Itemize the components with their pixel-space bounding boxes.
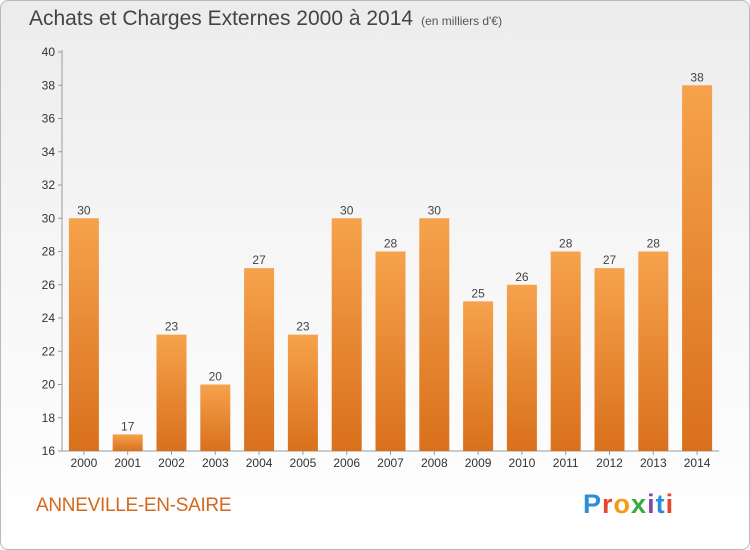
- y-tick-label: 24: [42, 311, 56, 325]
- logo-letter: i: [665, 489, 675, 519]
- x-tick-label: 2004: [246, 456, 273, 470]
- x-tick-label: 2009: [465, 456, 492, 470]
- logo-letter: o: [613, 489, 632, 519]
- data-label: 27: [603, 253, 617, 267]
- x-tick-label: 2001: [114, 456, 141, 470]
- y-tick-label: 36: [42, 112, 56, 126]
- bar: [682, 85, 713, 451]
- bar: [331, 218, 362, 451]
- y-tick-label: 20: [42, 378, 56, 392]
- y-tick-label: 22: [42, 344, 56, 358]
- x-tick-label: 2013: [640, 456, 667, 470]
- logo-letter: i: [647, 489, 656, 519]
- bars-group: 30 17 23 20 27 23 30 28 30 25 26 28 27 28 38: [68, 70, 713, 451]
- y-tick-label: 32: [42, 178, 56, 192]
- x-tick-label: 2014: [684, 456, 711, 470]
- bar: [156, 334, 187, 451]
- y-tick-label: 26: [42, 278, 56, 292]
- data-label: 30: [77, 203, 91, 217]
- data-label: 30: [340, 203, 354, 217]
- chart-subtitle: (en milliers d'€): [421, 14, 503, 28]
- data-label: 28: [647, 237, 661, 251]
- x-tick-label: 2003: [202, 456, 229, 470]
- data-label: 28: [559, 237, 573, 251]
- data-label: 28: [384, 237, 398, 251]
- chart-title-text: Achats et Charges Externes 2000 à 2014: [29, 7, 414, 30]
- x-tick-label: 2010: [509, 456, 536, 470]
- data-label: 17: [121, 419, 135, 433]
- bar: [638, 251, 669, 451]
- bar: [463, 301, 494, 451]
- bar: [375, 251, 406, 451]
- bar: [112, 434, 143, 451]
- chart-title: Achats et Charges Externes 2000 à 2014 (e…: [29, 7, 502, 31]
- bar: [419, 218, 450, 451]
- x-tick-label: 2012: [596, 456, 623, 470]
- data-label: 23: [165, 320, 179, 334]
- data-label: 25: [471, 286, 485, 300]
- data-label: 27: [252, 253, 266, 267]
- bar: [594, 268, 625, 451]
- bar: [287, 334, 318, 451]
- y-tick-label: 16: [42, 444, 56, 458]
- logo-letter: x: [631, 489, 648, 519]
- data-label: 38: [690, 70, 704, 84]
- bar: [550, 251, 581, 451]
- y-tick-label: 30: [42, 211, 56, 225]
- y-tick-label: 18: [42, 411, 56, 425]
- data-label: 30: [428, 203, 442, 217]
- commune-name: ANNEVILLE-EN-SAIRE: [36, 495, 232, 516]
- bar: [68, 218, 99, 451]
- y-tick-label: 34: [42, 145, 56, 159]
- y-tick-label: 40: [42, 45, 56, 59]
- data-label: 23: [296, 320, 310, 334]
- x-tick-label: 2000: [71, 456, 98, 470]
- logo-letter: r: [602, 489, 614, 519]
- bar: [244, 268, 275, 451]
- bar: [200, 384, 231, 451]
- logo-letter: P: [583, 489, 603, 519]
- x-tick-label: 2008: [421, 456, 448, 470]
- bar: [506, 284, 537, 451]
- x-tick-label: 2007: [377, 456, 404, 470]
- x-tick-label: 2002: [158, 456, 185, 470]
- logo-letter: t: [655, 489, 666, 519]
- y-tick-label: 38: [42, 78, 56, 92]
- proxiti-logo[interactable]: Proxiti: [583, 489, 674, 520]
- x-tick-label: 2005: [290, 456, 317, 470]
- data-label: 20: [209, 370, 223, 384]
- x-tick-label: 2006: [333, 456, 360, 470]
- data-label: 26: [515, 270, 529, 284]
- x-tick-label: 2011: [553, 456, 579, 470]
- y-tick-label: 28: [42, 245, 56, 259]
